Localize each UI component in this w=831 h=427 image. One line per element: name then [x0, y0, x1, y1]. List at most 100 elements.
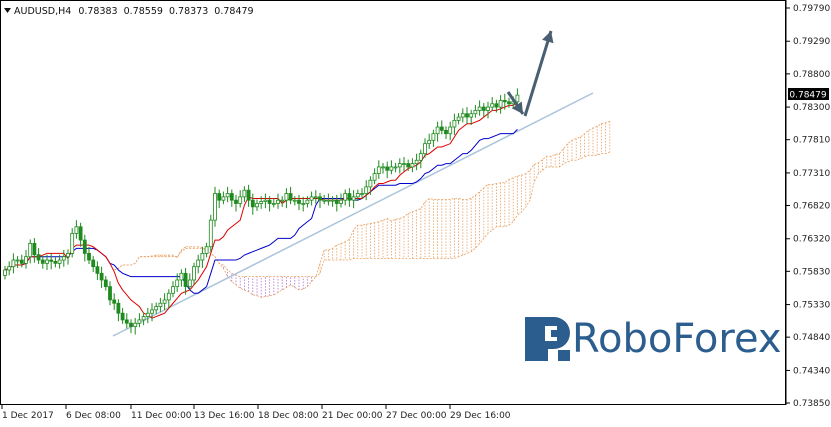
- candle: [53, 257, 58, 268]
- candle: [381, 162, 385, 174]
- candle: [502, 93, 507, 110]
- candle: [486, 101, 490, 119]
- candle: [234, 194, 238, 212]
- x-tick-label: 29 Dec 16:00: [450, 411, 511, 421]
- candle: [414, 153, 419, 171]
- y-tick-label: 0.76820: [793, 202, 830, 212]
- candle: [456, 113, 461, 125]
- candle: [200, 246, 205, 269]
- candle: [498, 95, 503, 114]
- candle: [95, 261, 100, 280]
- candle: [364, 180, 369, 201]
- candle: [66, 249, 70, 265]
- logo-text: RoboForex: [572, 316, 782, 362]
- candle: [82, 234, 87, 262]
- y-tick-label: 0.74840: [793, 333, 830, 343]
- candle: [355, 189, 360, 201]
- candle: [393, 162, 398, 173]
- candle: [469, 109, 474, 126]
- candle: [57, 254, 62, 269]
- x-tick-label: 27 Dec 00:00: [386, 411, 447, 421]
- candle: [418, 149, 423, 169]
- current-price-tag: 0.78479: [788, 88, 829, 101]
- candle: [259, 196, 264, 209]
- candle: [339, 193, 343, 208]
- y-tick-label: 0.73850: [793, 399, 830, 409]
- candle: [24, 250, 28, 269]
- candle: [246, 184, 251, 207]
- kijun-sen-path: [4, 129, 518, 294]
- current-price-label: 0.78479: [789, 91, 826, 101]
- candle: [263, 193, 268, 209]
- y-tick-label: 0.76320: [793, 235, 830, 245]
- candle: [444, 126, 448, 140]
- y-tick-label: 0.75330: [793, 301, 830, 311]
- candle: [326, 193, 331, 206]
- candle: [154, 302, 159, 314]
- candle: [196, 254, 201, 274]
- candle: [19, 254, 24, 268]
- forecast-arrow-up: [523, 30, 553, 117]
- candle: [150, 303, 154, 322]
- candle: [477, 100, 482, 116]
- candle: [61, 250, 66, 267]
- candle: [49, 253, 54, 270]
- candle: [15, 256, 20, 269]
- candle: [28, 239, 33, 264]
- plot-area: [0, 0, 786, 405]
- candle: [376, 160, 381, 179]
- candle: [133, 317, 138, 335]
- candle: [288, 186, 293, 205]
- x-tick-label: 21 Dec 00:00: [322, 411, 383, 421]
- candle: [280, 196, 285, 207]
- candle: [276, 193, 280, 209]
- y-tick-label: 0.79790: [793, 4, 830, 14]
- candle: [187, 273, 192, 291]
- time-axis: 1 Dec 2017 6 Dec 08:00 11 Dec 00:00 13 Dec …: [1, 405, 511, 421]
- close-value: 0.78479: [214, 6, 253, 17]
- candle: [229, 189, 234, 207]
- candle: [452, 113, 457, 136]
- high-value: 0.78559: [124, 6, 163, 17]
- candle: [116, 299, 121, 322]
- forecast-arrows: [506, 30, 554, 117]
- y-tick-label: 0.74340: [793, 366, 830, 376]
- dropdown-triangle-icon[interactable]: [4, 8, 11, 13]
- candle: [267, 196, 272, 212]
- candle: [3, 266, 7, 280]
- svg-text:AUDUSD,H4 0.78383: AUDUSD,H4 0.78383 0.78559 0.78373 0.7847…: [14, 6, 254, 17]
- candle: [171, 281, 175, 298]
- candle: [221, 191, 226, 205]
- candle: [360, 188, 364, 199]
- forecast-arrow-up-head: [542, 31, 554, 44]
- candle: [40, 256, 45, 269]
- candle: [423, 138, 427, 158]
- y-tick-label: 0.79290: [793, 37, 830, 47]
- candle: [368, 176, 373, 195]
- candle: [217, 189, 222, 209]
- candle: [490, 97, 495, 112]
- candle: [137, 313, 142, 328]
- x-tick-label: 11 Dec 00:00: [131, 411, 192, 421]
- candle: [334, 194, 339, 212]
- candle: [305, 196, 310, 208]
- candle: [129, 319, 133, 334]
- candle: [112, 293, 117, 310]
- candle: [213, 186, 217, 227]
- candle: [372, 168, 377, 185]
- candle: [87, 246, 91, 265]
- forecast-arrow-down-head: [511, 101, 523, 114]
- candle: [330, 196, 335, 207]
- open-value: 0.78383: [78, 6, 117, 17]
- x-tick-label: 18 Dec 08:00: [258, 411, 319, 421]
- ichimoku-cloud: [114, 120, 611, 298]
- roboforex-logo: RoboForex: [525, 316, 782, 362]
- candle: [439, 120, 444, 135]
- symbol-label: AUDUSD,H4: [14, 6, 71, 17]
- y-tick-label: 0.77810: [793, 136, 830, 146]
- candle: [108, 281, 112, 306]
- candle: [410, 158, 415, 173]
- candle: [204, 242, 209, 258]
- candle: [124, 313, 129, 329]
